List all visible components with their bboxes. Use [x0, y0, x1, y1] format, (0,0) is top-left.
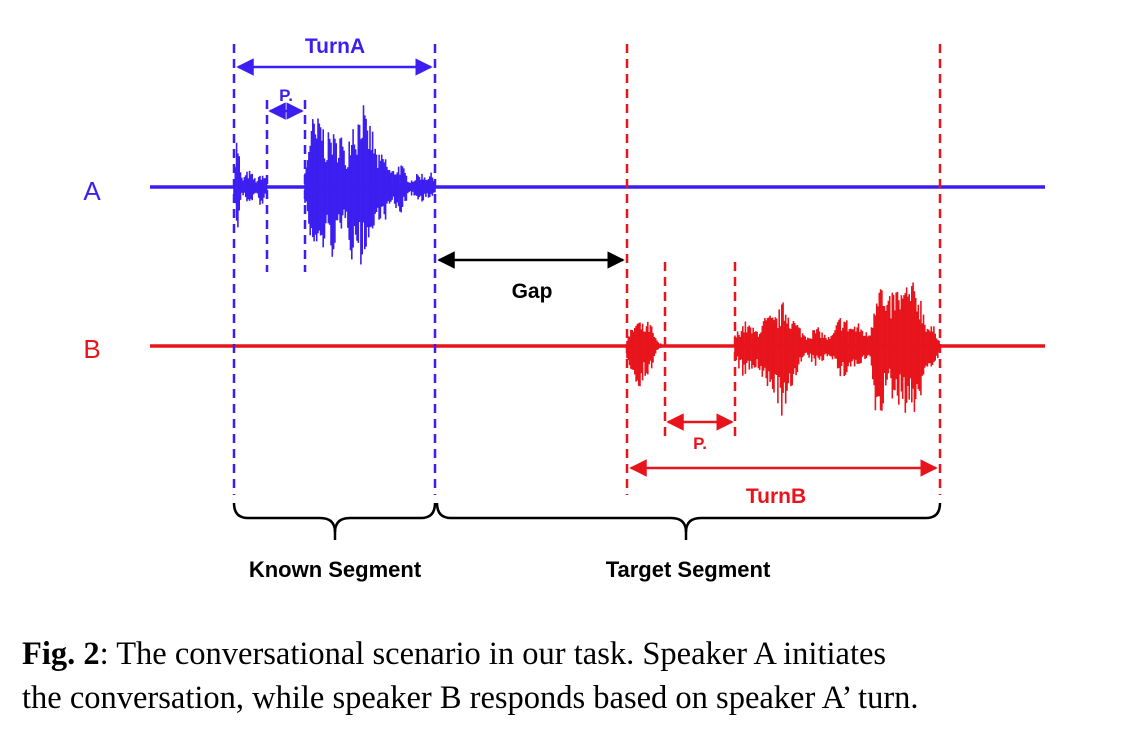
known-segment-label: Known Segment [249, 557, 422, 582]
turn-a-label: TurnA [305, 35, 365, 58]
conversation-diagram: A B TurnA P. Gap P. TurnB Known Segment … [83, 35, 1045, 582]
caption-line-2: the conversation, while speaker B respon… [22, 680, 919, 716]
gap-label: Gap [512, 280, 553, 303]
speaker-a-waveform [233, 105, 436, 265]
target-segment-brace [435, 502, 942, 533]
speaker-b-label: B [83, 334, 100, 364]
target-segment-label: Target Segment [606, 557, 771, 582]
figure-caption: Fig. 2: The conversational scenario in o… [22, 632, 1112, 720]
speaker-a-label: A [83, 176, 101, 206]
pause-b-label: P. [693, 434, 707, 453]
pause-a-label: P. [279, 86, 293, 105]
caption-figure-label: Fig. 2 [22, 636, 100, 672]
caption-line-1: : The conversational scenario in our tas… [99, 636, 887, 672]
speaker-b-waveform [626, 282, 940, 416]
turn-b-label: TurnB [746, 485, 806, 508]
